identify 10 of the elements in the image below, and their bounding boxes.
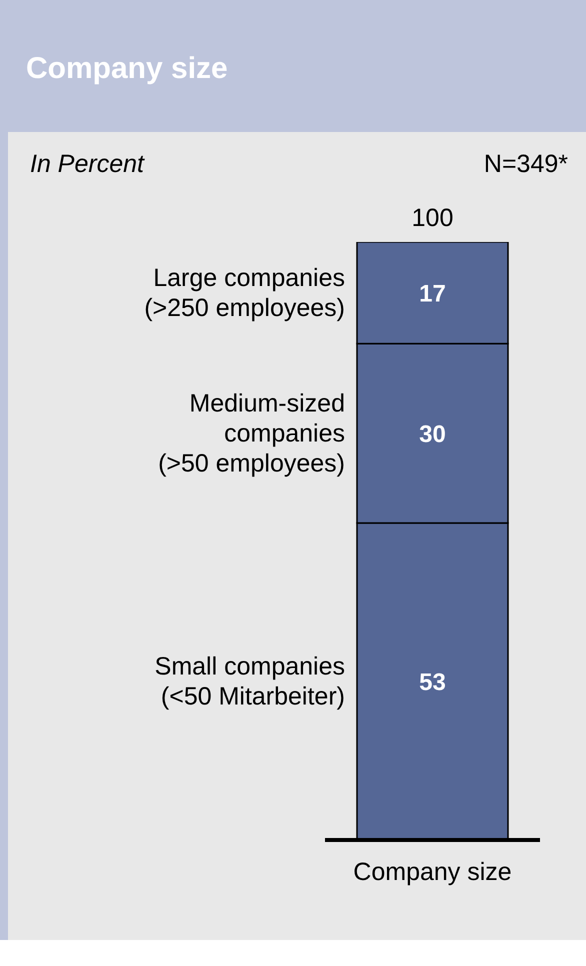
chart-title: Company size <box>26 52 228 86</box>
series-label: Medium-sized companies (>50 employees) <box>158 389 345 478</box>
text: N=349* <box>484 150 568 179</box>
data-label: 53 <box>419 669 446 696</box>
data-label: 30 <box>419 420 446 448</box>
series-label: Small companies (<50 Mitarbeiter) <box>154 652 345 711</box>
text: In Percent <box>30 150 144 179</box>
data-label: 17 <box>419 280 446 308</box>
total-label: 100 <box>412 204 454 232</box>
series-label: Large companies (>250 employees) <box>144 264 345 322</box>
